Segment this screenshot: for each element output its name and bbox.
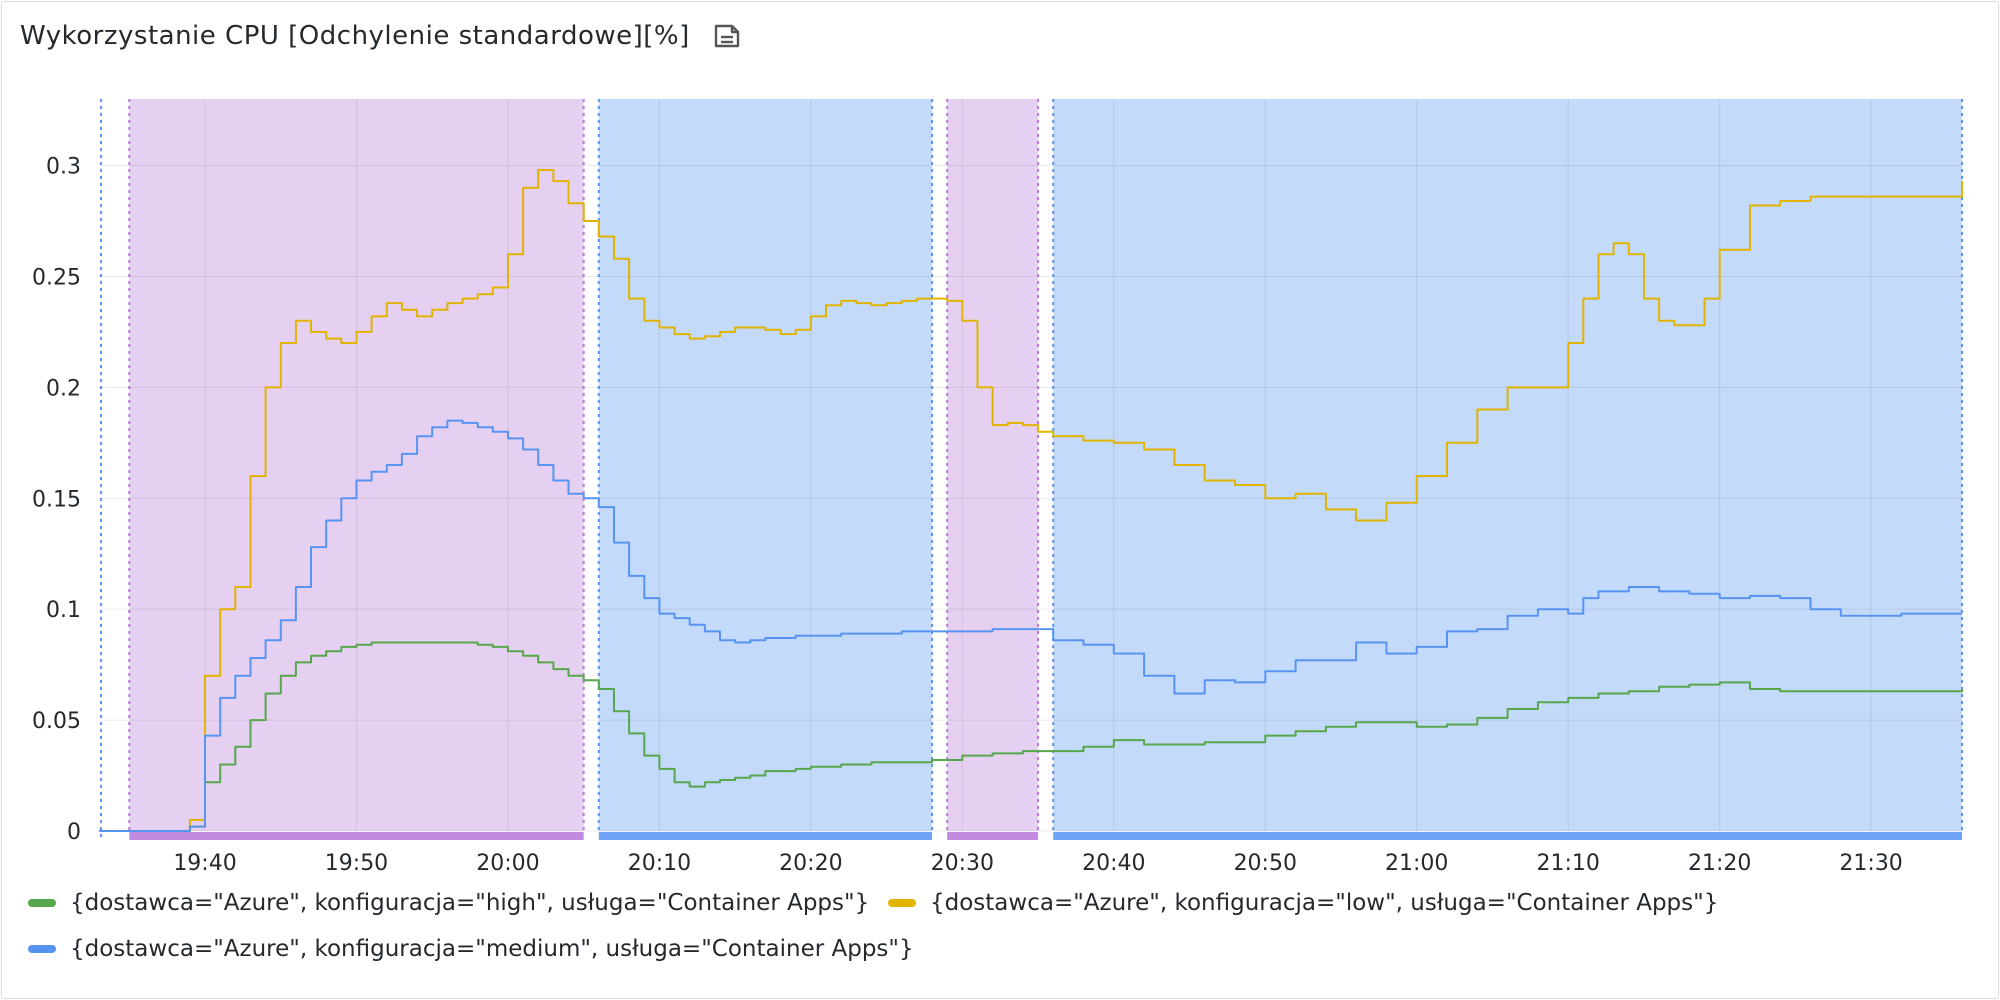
x-tick-label: 20:50 xyxy=(1234,851,1297,876)
series-line-medium[interactable] xyxy=(99,419,1962,832)
y-tick-label: 0 xyxy=(67,820,81,845)
panel-title: Wykorzystanie CPU [Odchylenie standardow… xyxy=(20,21,690,51)
panel-header: Wykorzystanie CPU [Odchylenie standardow… xyxy=(20,16,742,56)
legend-label-medium: {dostawca="Azure", konfiguracja="medium"… xyxy=(70,936,914,962)
legend-label-high: {dostawca="Azure", konfiguracja="high", … xyxy=(70,890,870,916)
x-tick-label: 21:20 xyxy=(1688,851,1751,876)
x-tick-label: 19:50 xyxy=(325,851,388,876)
y-tick-label: 0.2 xyxy=(46,376,81,401)
series-line-high[interactable] xyxy=(99,641,1963,832)
series-line-low[interactable] xyxy=(99,169,1963,832)
x-tick-label: 19:40 xyxy=(173,851,236,876)
region-band xyxy=(598,99,933,831)
legend-label-low: {dostawca="Azure", konfiguracja="low", u… xyxy=(930,890,1719,916)
y-tick-label: 0.1 xyxy=(46,598,81,623)
x-tick-label: 20:30 xyxy=(931,851,994,876)
cpu-std-line-chart[interactable]: 0 0.05 0.1 0.15 0.2 0.25 0.3 19:40 19:50 20:00 20:… xyxy=(2,2,1998,882)
y-tick-label: 0.15 xyxy=(32,487,81,512)
legend-item-high[interactable]: {dostawca="Azure", konfiguracja="high", … xyxy=(28,890,869,916)
legend-swatch-medium xyxy=(28,945,56,953)
x-tick-label: 21:00 xyxy=(1385,851,1448,876)
region-band xyxy=(947,99,1039,831)
x-tick-label: 20:00 xyxy=(476,851,539,876)
region-marker xyxy=(598,832,933,840)
legend-item-low[interactable]: {dostawca="Azure", konfiguracja="low", u… xyxy=(888,890,1718,916)
legend-swatch-low xyxy=(888,899,916,907)
legend-item-medium[interactable]: {dostawca="Azure", konfiguracja="medium"… xyxy=(28,936,914,962)
x-tick-label: 20:40 xyxy=(1082,851,1145,876)
region-marker xyxy=(947,832,1039,840)
y-tick-label: 0.25 xyxy=(32,265,81,290)
region-marker xyxy=(129,832,584,840)
x-tick-label: 21:30 xyxy=(1839,851,1902,876)
x-tick-label: 20:20 xyxy=(779,851,842,876)
y-tick-label: 0.05 xyxy=(32,709,81,734)
document-icon-glyph xyxy=(714,24,739,48)
y-tick-label: 0.3 xyxy=(46,155,81,180)
legend-swatch-high xyxy=(28,899,56,907)
x-tick-label: 21:10 xyxy=(1536,851,1599,876)
x-tick-label: 20:10 xyxy=(628,851,691,876)
region-marker xyxy=(1053,832,1962,840)
document-icon[interactable] xyxy=(712,21,742,51)
